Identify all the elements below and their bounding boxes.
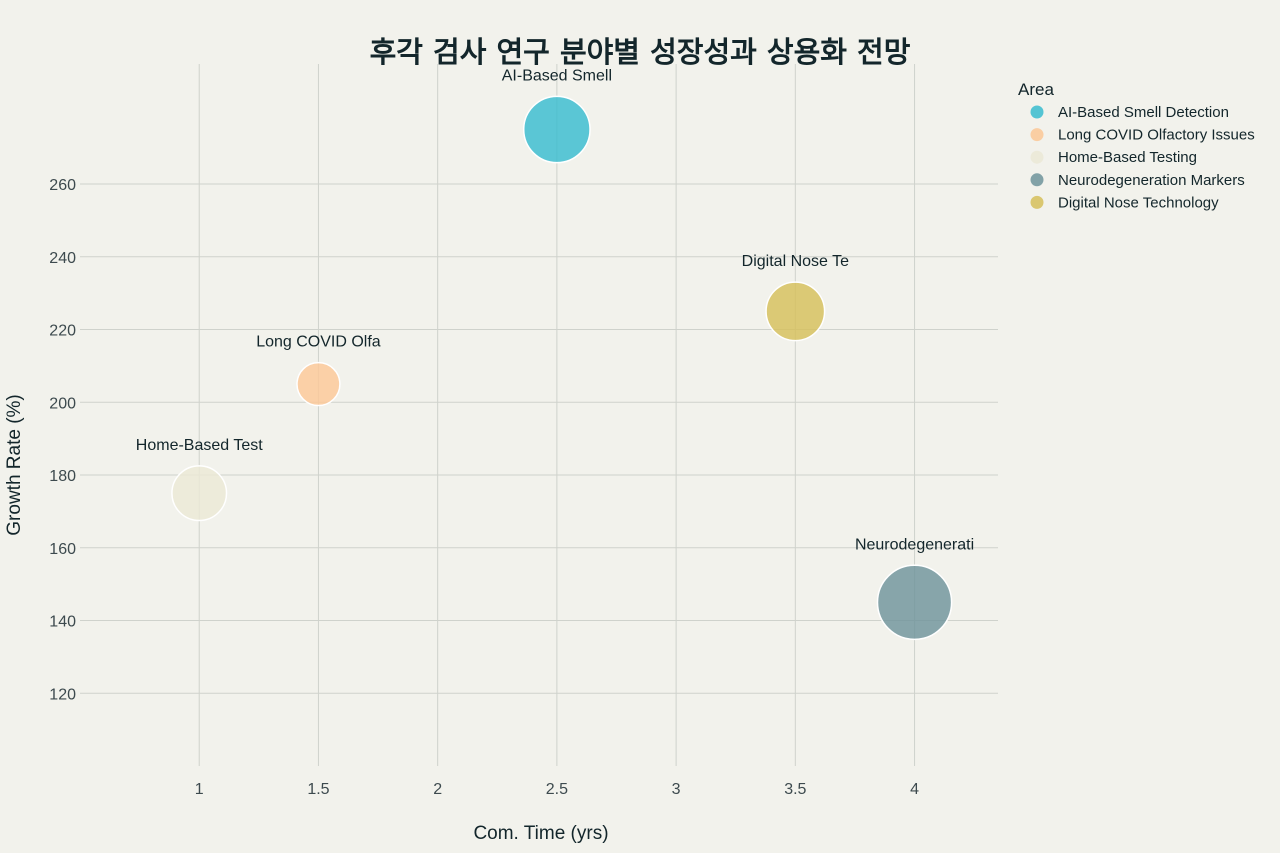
legend: Area AI-Based Smell Detection Long COVID …: [1018, 80, 1255, 211]
x-axis-title: Com. Time (yrs): [473, 823, 608, 844]
tick-label-layer: 1 1.5 2 2.5 3 3.5 4 120 140 160 180 200 220 240 260: [49, 177, 919, 798]
y-tick-label: 180: [49, 468, 76, 485]
y-tick-label: 200: [49, 395, 76, 412]
legend-item-label[interactable]: AI-Based Smell Detection: [1058, 104, 1229, 121]
y-tick-label: 120: [49, 686, 76, 703]
data-bubble[interactable]: [765, 281, 826, 342]
legend-marker: [1030, 105, 1044, 119]
bubble-label: AI-Based Smell: [502, 67, 612, 84]
x-tick-label: 4: [910, 781, 919, 798]
data-bubble[interactable]: [876, 564, 953, 641]
legend-marker: [1030, 195, 1044, 209]
bubble-label: Digital Nose Te: [742, 253, 849, 270]
y-tick-label: 140: [49, 614, 76, 631]
legend-marker: [1030, 150, 1044, 164]
bubble-label: Long COVID Olfa: [256, 334, 381, 351]
legend-title: Area: [1018, 80, 1054, 99]
legend-item-label[interactable]: Home-Based Testing: [1058, 149, 1197, 166]
data-bubble[interactable]: [296, 361, 341, 407]
y-tick-label: 220: [49, 323, 76, 340]
legend-item-label[interactable]: Neurodegeneration Markers: [1058, 172, 1245, 189]
chart-title: 후각 검사 연구 분야별 성장성과 상용화 전망: [370, 35, 911, 69]
y-tick-label: 240: [49, 250, 76, 267]
legend-item-label[interactable]: Digital Nose Technology: [1058, 194, 1219, 211]
bubble-label: Home-Based Test: [136, 437, 263, 454]
grid-layer: [80, 64, 998, 766]
bubble-label-layer: AI-Based Smell Long COVID Olfa Home-Based …: [136, 67, 974, 553]
y-tick-label: 160: [49, 541, 76, 558]
legend-item-label[interactable]: Long COVID Olfactory Issues: [1058, 127, 1255, 144]
data-bubble[interactable]: [522, 95, 591, 164]
x-tick-label: 1.5: [307, 781, 329, 798]
x-tick-label: 1: [195, 781, 204, 798]
x-tick-label: 3.5: [784, 781, 806, 798]
y-tick-label: 260: [49, 177, 76, 194]
x-tick-label: 2.5: [546, 781, 568, 798]
bubble-label: Neurodegenerati: [855, 536, 974, 553]
legend-marker: [1030, 173, 1044, 187]
x-tick-label: 3: [672, 781, 681, 798]
y-axis-title: Growth Rate (%): [4, 394, 25, 535]
data-bubble[interactable]: [171, 465, 228, 522]
legend-marker: [1030, 128, 1044, 142]
bubble-layer: [171, 95, 953, 641]
x-tick-label: 2: [433, 781, 442, 798]
